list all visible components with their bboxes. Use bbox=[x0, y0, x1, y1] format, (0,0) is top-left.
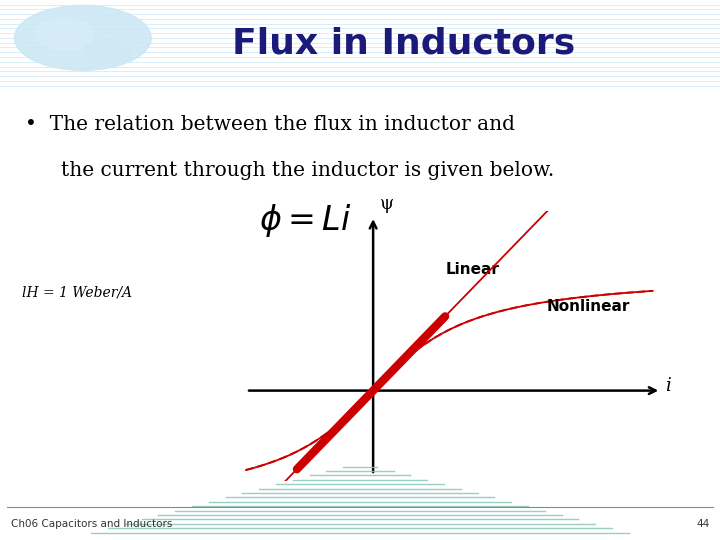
Text: lH = 1 Weber/A: lH = 1 Weber/A bbox=[22, 285, 132, 299]
Text: $\phi = Li$: $\phi = Li$ bbox=[259, 202, 352, 239]
Text: Ch06 Capacitors and Inductors: Ch06 Capacitors and Inductors bbox=[11, 519, 172, 529]
Text: Linear: Linear bbox=[445, 262, 499, 277]
Ellipse shape bbox=[36, 18, 94, 50]
Ellipse shape bbox=[83, 39, 133, 65]
Text: ψ: ψ bbox=[380, 195, 394, 213]
Text: 44: 44 bbox=[696, 519, 709, 529]
Text: Flux in Inductors: Flux in Inductors bbox=[232, 26, 575, 60]
Text: the current through the inductor is given below.: the current through the inductor is give… bbox=[61, 161, 554, 180]
Text: Nonlinear: Nonlinear bbox=[546, 299, 630, 314]
Text: •  The relation between the flux in inductor and: • The relation between the flux in induc… bbox=[25, 116, 516, 134]
Ellipse shape bbox=[14, 5, 151, 70]
Text: i: i bbox=[665, 377, 671, 395]
